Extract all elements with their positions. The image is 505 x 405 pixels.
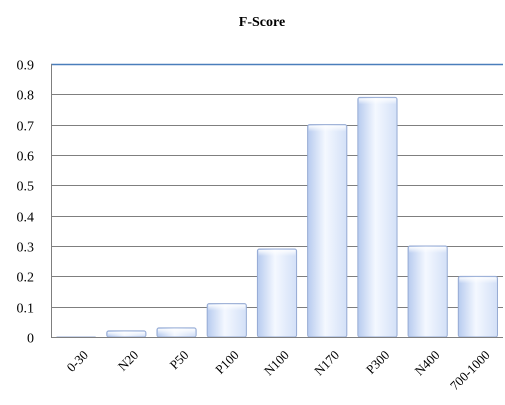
bar-highlight <box>459 277 497 284</box>
y-tick-label: 0.9 <box>17 59 35 74</box>
axes <box>51 64 503 338</box>
x-category-label: P300 <box>363 347 393 377</box>
bar-highlight <box>358 98 397 105</box>
y-tick-label: 0.8 <box>17 89 35 104</box>
bar-0-30 <box>56 336 96 337</box>
bar-n170 <box>307 124 348 338</box>
y-tick-label: 0 <box>27 332 34 347</box>
y-axis-tick-labels: 0 0.1 0.2 0.3 0.4 0.5 0.6 0.7 0.8 0.9 <box>17 59 35 347</box>
bar-highlight <box>208 304 246 311</box>
y-tick-label: 0.3 <box>17 241 35 256</box>
bar-highlight <box>107 331 145 336</box>
y-tick-label: 0.4 <box>17 211 35 226</box>
bar-highlight <box>409 247 447 253</box>
x-category-label: N100 <box>261 347 292 378</box>
bar-highlight <box>157 328 196 335</box>
bar-700-1000 <box>457 275 498 338</box>
x-category-label: N400 <box>412 347 443 378</box>
y-tick-label: 0.2 <box>17 271 35 286</box>
y-tick-label: 0.7 <box>17 120 35 135</box>
chart-title: F-Score <box>239 15 285 30</box>
y-tick-label: 0.1 <box>17 302 35 317</box>
bar-p300 <box>357 96 398 338</box>
x-category-label: N20 <box>115 347 141 373</box>
x-category-label: 0-30 <box>64 347 91 374</box>
bar-n100 <box>256 248 298 338</box>
y-tick-label: 0.6 <box>17 150 35 165</box>
x-category-label: N170 <box>311 347 342 378</box>
bar-n400 <box>407 245 448 338</box>
gridlines <box>51 63 503 308</box>
bars <box>56 96 498 338</box>
y-tick-label: 0.5 <box>17 180 35 195</box>
bar-highlight <box>258 250 296 257</box>
x-category-label: P100 <box>212 347 242 377</box>
bar-highlight <box>308 125 346 132</box>
x-category-label: P50 <box>167 347 192 372</box>
x-category-label: 700-1000 <box>447 347 493 393</box>
x-axis-category-labels: 0-30 N20 P50 P100 N100 N170 P300 N400 700-1000 <box>64 347 493 393</box>
